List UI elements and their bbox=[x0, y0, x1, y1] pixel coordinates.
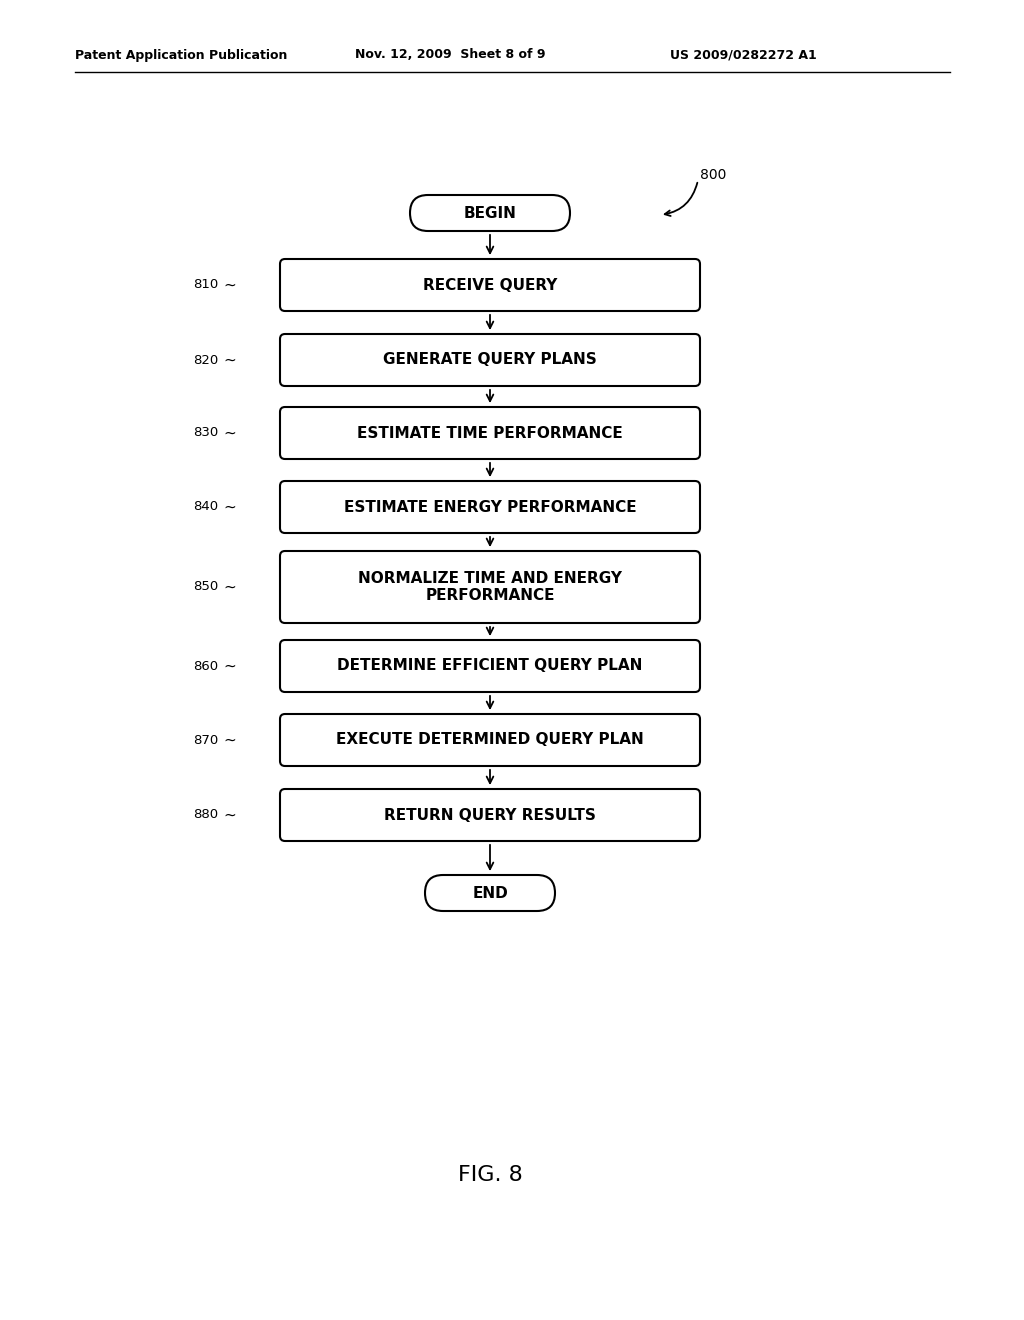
Text: RETURN QUERY RESULTS: RETURN QUERY RESULTS bbox=[384, 808, 596, 822]
FancyBboxPatch shape bbox=[280, 640, 700, 692]
Text: END: END bbox=[472, 886, 508, 900]
Text: ~: ~ bbox=[223, 425, 236, 441]
FancyBboxPatch shape bbox=[280, 714, 700, 766]
Text: ESTIMATE ENERGY PERFORMANCE: ESTIMATE ENERGY PERFORMANCE bbox=[344, 499, 636, 515]
Text: 880: 880 bbox=[193, 808, 218, 821]
Text: ~: ~ bbox=[223, 579, 236, 594]
FancyBboxPatch shape bbox=[280, 334, 700, 385]
Text: 820: 820 bbox=[193, 354, 218, 367]
FancyBboxPatch shape bbox=[410, 195, 570, 231]
Text: ~: ~ bbox=[223, 499, 236, 515]
Text: 840: 840 bbox=[193, 500, 218, 513]
Text: FIG. 8: FIG. 8 bbox=[458, 1166, 522, 1185]
Text: 870: 870 bbox=[193, 734, 218, 747]
Text: 810: 810 bbox=[193, 279, 218, 292]
FancyBboxPatch shape bbox=[280, 789, 700, 841]
Text: ~: ~ bbox=[223, 352, 236, 367]
Text: ~: ~ bbox=[223, 808, 236, 822]
FancyBboxPatch shape bbox=[280, 550, 700, 623]
Text: EXECUTE DETERMINED QUERY PLAN: EXECUTE DETERMINED QUERY PLAN bbox=[336, 733, 644, 747]
Text: NORMALIZE TIME AND ENERGY
PERFORMANCE: NORMALIZE TIME AND ENERGY PERFORMANCE bbox=[358, 570, 622, 603]
Text: 860: 860 bbox=[193, 660, 218, 672]
FancyBboxPatch shape bbox=[280, 407, 700, 459]
Text: BEGIN: BEGIN bbox=[464, 206, 516, 220]
Text: RECEIVE QUERY: RECEIVE QUERY bbox=[423, 277, 557, 293]
Text: ~: ~ bbox=[223, 733, 236, 747]
Text: ESTIMATE TIME PERFORMANCE: ESTIMATE TIME PERFORMANCE bbox=[357, 425, 623, 441]
Text: 830: 830 bbox=[193, 426, 218, 440]
Text: GENERATE QUERY PLANS: GENERATE QUERY PLANS bbox=[383, 352, 597, 367]
FancyBboxPatch shape bbox=[280, 259, 700, 312]
Text: US 2009/0282272 A1: US 2009/0282272 A1 bbox=[670, 49, 817, 62]
Text: Nov. 12, 2009  Sheet 8 of 9: Nov. 12, 2009 Sheet 8 of 9 bbox=[355, 49, 546, 62]
FancyBboxPatch shape bbox=[425, 875, 555, 911]
Text: 800: 800 bbox=[700, 168, 726, 182]
FancyBboxPatch shape bbox=[280, 480, 700, 533]
Text: DETERMINE EFFICIENT QUERY PLAN: DETERMINE EFFICIENT QUERY PLAN bbox=[337, 659, 643, 673]
Text: Patent Application Publication: Patent Application Publication bbox=[75, 49, 288, 62]
Text: ~: ~ bbox=[223, 659, 236, 673]
Text: 850: 850 bbox=[193, 581, 218, 594]
Text: ~: ~ bbox=[223, 277, 236, 293]
